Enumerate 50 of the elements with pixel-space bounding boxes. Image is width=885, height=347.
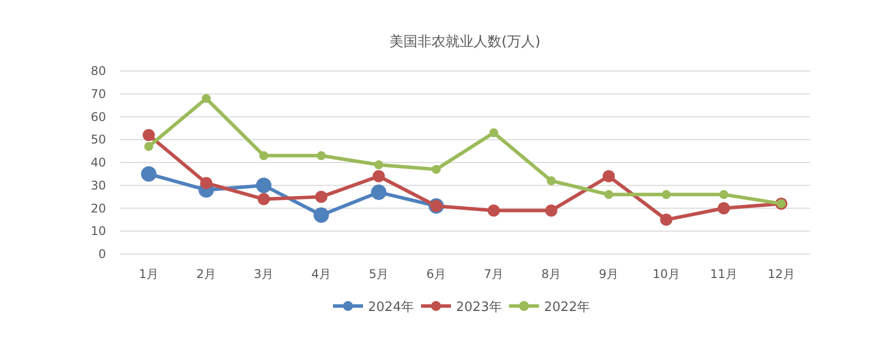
point (256, 178, 272, 194)
x-tick-label: 5月 (368, 267, 389, 281)
point (545, 204, 558, 217)
x-tick-label: 11月 (710, 267, 738, 281)
point (432, 164, 441, 174)
point (488, 204, 500, 217)
point (718, 202, 730, 214)
point (258, 193, 270, 206)
point (546, 176, 556, 186)
x-tick-label: 3月 (254, 267, 274, 281)
y-tick-label: 20 (90, 201, 106, 216)
y-tick-label: 70 (90, 86, 106, 101)
x-tick-label: 4月 (311, 267, 332, 281)
legend-label: 2024年 (368, 300, 414, 315)
x-tick-label: 10月 (652, 267, 680, 281)
point (662, 190, 671, 200)
y-tick-label: 30 (90, 178, 106, 192)
point (144, 142, 154, 151)
y-tick-label: 10 (90, 224, 106, 238)
point (371, 184, 386, 200)
point (602, 170, 615, 182)
point (141, 166, 156, 182)
point (315, 190, 328, 203)
point (719, 190, 728, 200)
chart-title: 美国非农就业人数(万人) (390, 34, 540, 50)
x-tick-label: 1月 (138, 267, 159, 281)
x-tick-label: 6月 (426, 267, 446, 281)
point (316, 151, 326, 160)
legend-label: 2022年 (544, 300, 590, 315)
point (202, 94, 211, 103)
point (259, 151, 268, 160)
point (200, 176, 212, 190)
y-tick-label: 50 (90, 132, 106, 147)
point (374, 160, 384, 170)
point (604, 190, 614, 200)
y-tick-label: 60 (90, 110, 106, 124)
x-tick-label: 12月 (768, 267, 795, 281)
legend-label: 2023年 (456, 300, 502, 315)
point (372, 170, 385, 182)
y-tick-label: 80 (90, 64, 106, 78)
x-tick-label: 9月 (598, 267, 619, 281)
x-tick-label: 2月 (196, 267, 216, 281)
x-tick-label: 8月 (541, 267, 562, 281)
x-tick-label: 7月 (484, 267, 504, 281)
y-tick-label: 0 (98, 247, 106, 261)
y-tick-label: 40 (90, 156, 106, 170)
point (660, 214, 672, 226)
point (489, 128, 498, 138)
point (314, 207, 329, 223)
point (142, 128, 155, 142)
